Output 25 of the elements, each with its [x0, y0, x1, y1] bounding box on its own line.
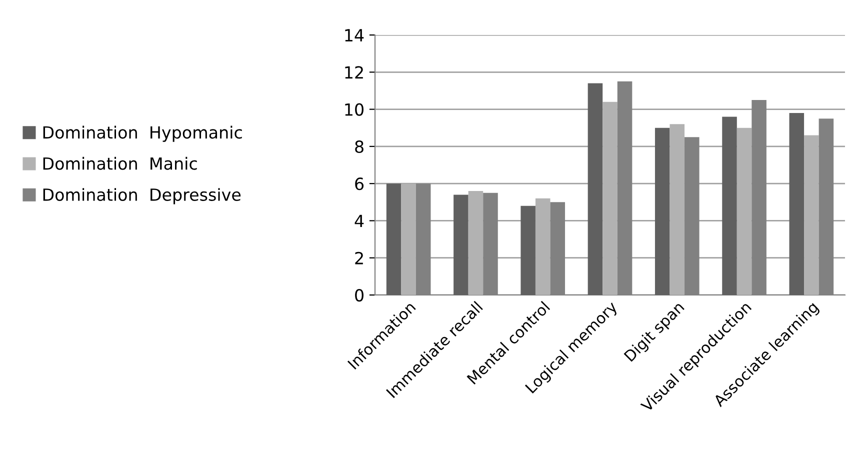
y-tick-label: 2	[355, 252, 363, 264]
bar	[468, 191, 484, 295]
y-tick-label: 4	[354, 214, 364, 228]
legend-label: Domination Hypomanic	[43, 126, 242, 142]
bar	[386, 184, 402, 295]
bar	[789, 113, 804, 295]
y-tick-label: 12	[345, 66, 363, 78]
y-tick-label: 10	[345, 103, 364, 116]
bar	[588, 83, 603, 295]
bar	[454, 194, 468, 295]
bar	[520, 206, 536, 295]
bar	[804, 135, 819, 295]
y-tick-label: 6	[355, 178, 364, 190]
y-tick-label: 8	[355, 140, 364, 153]
bar	[736, 128, 752, 295]
y-tick-label: 14	[345, 29, 364, 42]
bar	[602, 102, 618, 295]
legend-label: Domination Manic	[43, 156, 197, 170]
legend-label: Domination Depressive	[43, 188, 241, 204]
bar	[401, 184, 416, 295]
y-tick-label: 0	[355, 288, 364, 302]
bar	[535, 198, 550, 295]
bar	[722, 116, 737, 295]
bar	[670, 124, 685, 295]
bar	[654, 128, 670, 295]
